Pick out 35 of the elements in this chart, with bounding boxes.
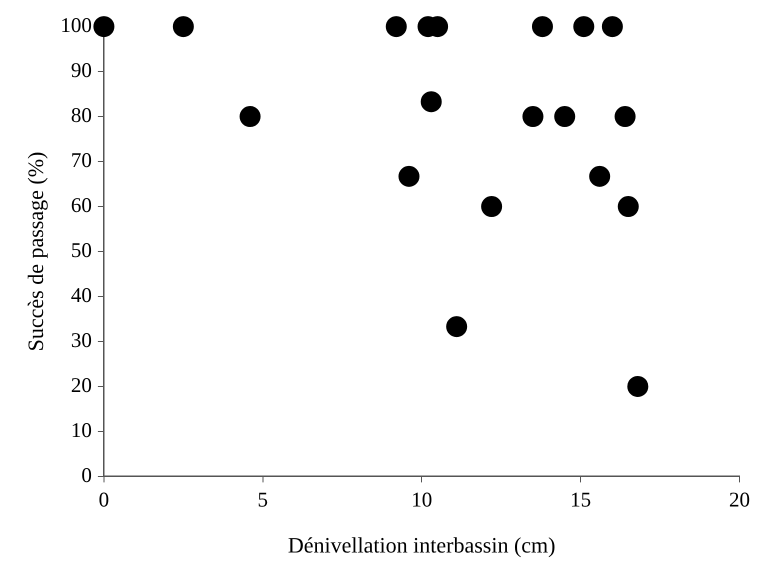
point: [589, 166, 610, 187]
y-tick-label: 10: [70, 418, 92, 442]
y-tick-label: 90: [70, 58, 92, 82]
x-tick-label: 20: [729, 488, 750, 512]
x-tick-label: 15: [570, 488, 592, 512]
point: [398, 166, 420, 187]
point: [627, 376, 648, 397]
y-tick-label: 0: [81, 462, 92, 487]
y-tick-label: 50: [70, 238, 92, 262]
x-tick-label: 5: [258, 488, 268, 512]
point: [240, 106, 261, 128]
x-tick-label: 10: [411, 488, 432, 512]
point: [554, 106, 576, 128]
y-tick-label: 70: [70, 148, 92, 172]
x-tick-label: 0: [98, 488, 110, 512]
x-axis-title: Dénivellation interbassin (cm): [288, 532, 556, 558]
point: [420, 91, 442, 112]
y-tick-label: 40: [70, 282, 92, 307]
point: [386, 16, 407, 38]
point: [172, 16, 194, 38]
point: [93, 16, 114, 38]
y-tick-label: 20: [70, 372, 92, 397]
point: [532, 16, 553, 38]
y-axis-title: Succès de passage (%): [22, 152, 48, 352]
y-tick-label: 100: [60, 13, 92, 38]
point: [614, 106, 636, 128]
y-tick-label: 30: [70, 328, 92, 352]
y-tick-label: 60: [70, 193, 92, 218]
point: [446, 316, 468, 338]
point: [481, 196, 502, 218]
y-tick-label: 80: [70, 103, 92, 128]
point: [573, 16, 594, 38]
point: [522, 106, 544, 128]
point: [618, 196, 639, 218]
point: [602, 16, 623, 38]
